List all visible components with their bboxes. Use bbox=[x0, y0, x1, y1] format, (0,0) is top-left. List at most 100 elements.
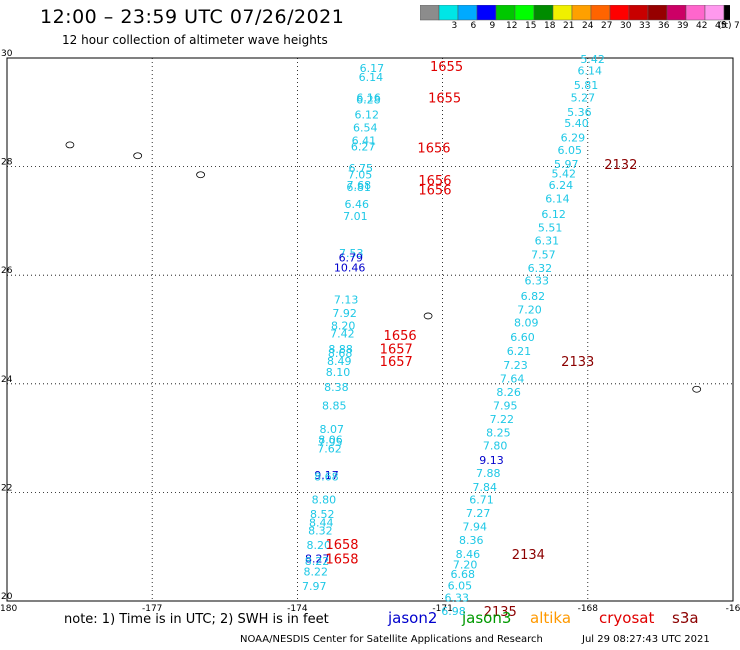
wave-height-label: 6.71 bbox=[469, 493, 494, 506]
wave-height-label: 6.81 bbox=[346, 181, 371, 194]
wave-height-label: 7.94 bbox=[462, 521, 487, 534]
wave-height-label: 8.68 bbox=[328, 347, 353, 360]
wave-height-label: 6.05 bbox=[558, 144, 583, 157]
wave-height-label: 8.07 bbox=[319, 423, 344, 436]
wave-height-label: 8.22 bbox=[305, 555, 330, 568]
wave-height-label: 6.29 bbox=[561, 131, 586, 144]
y-tick-label: 26 bbox=[1, 266, 13, 276]
generation-timestamp: Jul 29 08:27:43 UTC 2021 bbox=[582, 634, 710, 645]
wave-height-label: 6.33 bbox=[445, 592, 470, 605]
wave-height-label: 8.25 bbox=[486, 427, 511, 440]
x-tick-label: -174 bbox=[287, 604, 308, 614]
y-tick-label: 24 bbox=[1, 375, 13, 385]
wave-height-label: 7.27 bbox=[466, 507, 491, 520]
time-label: 1656 bbox=[418, 183, 451, 198]
wave-height-label: 7.20 bbox=[453, 559, 478, 572]
wave-height-label: 7.80 bbox=[483, 440, 508, 453]
y-tick-label: 28 bbox=[1, 158, 13, 168]
wave-height-label: 7.57 bbox=[531, 249, 556, 262]
time-label: 1656 bbox=[417, 142, 450, 157]
time-label: 1657 bbox=[380, 355, 413, 370]
wave-height-label: 8.09 bbox=[514, 316, 539, 329]
wave-height-label: 9.13 bbox=[479, 454, 504, 467]
wave-height-label: 7.01 bbox=[343, 210, 368, 223]
time-label: 2135 bbox=[484, 605, 517, 620]
wave-height-label: 7.68 bbox=[347, 179, 372, 192]
wave-height-label: 7.92 bbox=[332, 307, 357, 320]
wave-height-label: 8.10 bbox=[326, 366, 351, 379]
wave-height-label: 8.22 bbox=[304, 566, 329, 579]
x-tick-label: -180 bbox=[0, 604, 17, 614]
wave-height-label: 6.14 bbox=[545, 193, 570, 206]
y-tick-label: 22 bbox=[1, 483, 12, 493]
satellite-cryosat: cryosat bbox=[599, 609, 655, 627]
legend-tick-label: 24 bbox=[582, 21, 594, 31]
wave-height-label: 8.38 bbox=[324, 381, 349, 394]
wave-height-label: 7.62 bbox=[317, 442, 342, 455]
x-tick-label: -171 bbox=[432, 604, 452, 614]
wave-height-label: 8.36 bbox=[459, 534, 484, 547]
wave-height-label: 5.36 bbox=[567, 106, 592, 119]
wave-height-label: 6.24 bbox=[549, 179, 574, 192]
wave-height-label: 8.20 bbox=[331, 320, 356, 333]
legend-tick-label: 36 bbox=[658, 21, 670, 31]
time-label: 2134 bbox=[512, 548, 545, 563]
wave-height-label: 5.81 bbox=[574, 79, 599, 92]
wave-height-label: 10.46 bbox=[334, 262, 366, 275]
wave-height-label: 8.44 bbox=[309, 516, 334, 529]
x-tick-label: -168 bbox=[578, 604, 599, 614]
time-label: 2132 bbox=[604, 158, 637, 173]
wave-height-label: 6.16 bbox=[356, 92, 381, 105]
x-tick-label: -16 bbox=[726, 604, 740, 614]
wave-height-label: 5.42 bbox=[551, 168, 576, 181]
wave-height-label: 6.05 bbox=[448, 579, 473, 592]
legend-tick-label: 30 bbox=[620, 21, 632, 31]
wave-height-label: 8.80 bbox=[312, 493, 337, 506]
wave-height-label: 5.97 bbox=[554, 158, 579, 171]
island-outline bbox=[423, 312, 433, 320]
wave-height-label: 8.88 bbox=[328, 343, 353, 356]
wave-height-label: 6.54 bbox=[353, 122, 378, 135]
wave-height-label: 7.20 bbox=[517, 303, 542, 316]
map-title: 12:00 – 23:59 UTC 07/26/2021 bbox=[40, 6, 345, 28]
legend-tick-label: 45 bbox=[715, 21, 727, 31]
wave-height-label: 6.82 bbox=[521, 290, 546, 303]
legend-tick-label: 9 bbox=[489, 21, 496, 31]
wave-height-label: 6.79 bbox=[339, 251, 364, 264]
wave-height-label: 6.46 bbox=[345, 198, 370, 211]
satellite-s3a: s3a bbox=[672, 609, 699, 627]
y-tick-label: 30 bbox=[1, 49, 13, 59]
time-label: 1655 bbox=[430, 60, 463, 75]
wave-height-label: 8.26 bbox=[496, 386, 521, 399]
legend-tick-label: 33 bbox=[639, 21, 651, 31]
wave-height-label: 6.98 bbox=[441, 605, 466, 618]
wave-height-label: 5.40 bbox=[564, 117, 589, 130]
wave-height-label: 7.13 bbox=[334, 294, 359, 307]
legend-tick-label: 12 bbox=[506, 21, 518, 31]
legend-swatch bbox=[723, 5, 730, 21]
satellite-jason2: jason2 bbox=[388, 609, 438, 627]
island-outline bbox=[196, 171, 206, 179]
wave-height-label: 7.53 bbox=[339, 247, 364, 260]
wave-height-label: 7.64 bbox=[500, 372, 525, 385]
satellite-jason3: jason3 bbox=[462, 609, 512, 627]
wave-height-label: 6.31 bbox=[535, 234, 560, 247]
x-tick-label: -177 bbox=[142, 604, 162, 614]
legend-tick-label: 18 bbox=[544, 21, 556, 31]
legend-tick-label: 21 bbox=[563, 21, 575, 31]
wave-height-label: 6.75 bbox=[348, 162, 373, 175]
wave-height-label: 6.68 bbox=[451, 568, 476, 581]
wave-height-label: 8.85 bbox=[322, 400, 347, 413]
time-label: 2133 bbox=[561, 355, 594, 370]
time-label: 1656 bbox=[384, 329, 417, 344]
y-tick-label: 20 bbox=[1, 592, 13, 602]
wave-height-label: 6.32 bbox=[528, 262, 553, 275]
wave-height-label: 7.84 bbox=[472, 481, 497, 494]
legend-tick-label: 27 bbox=[601, 21, 613, 31]
legend-tick-label: 6 bbox=[470, 21, 477, 31]
wave-height-label: 6.60 bbox=[510, 331, 535, 344]
wave-height-label: 9.17 bbox=[314, 469, 339, 482]
wave-height-label: 7.23 bbox=[503, 359, 528, 372]
wave-height-label: 6.21 bbox=[507, 345, 532, 358]
